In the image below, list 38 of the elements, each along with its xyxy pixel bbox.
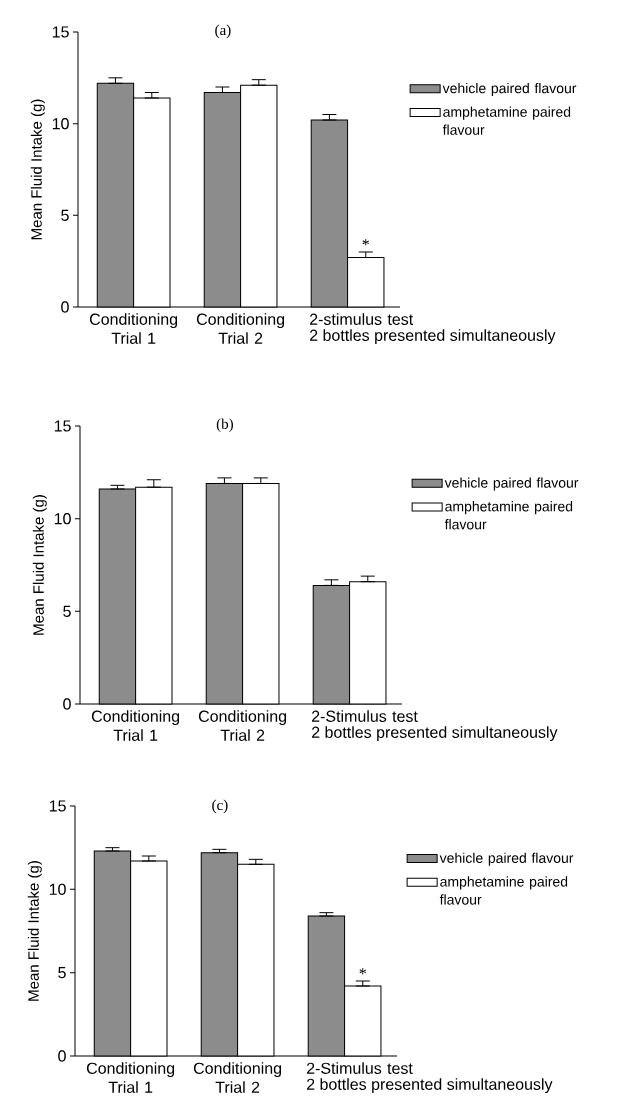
y-tick-label: 15 — [54, 420, 71, 432]
y-tick-label: 0 — [58, 1050, 66, 1062]
y-tick-label: 10 — [49, 883, 66, 895]
x-tick-label: Conditioning Trial 1 — [89, 313, 178, 344]
y-tick-label: 5 — [58, 967, 66, 979]
x-axis-title: 2 bottles presented simultaneously — [312, 726, 558, 742]
x-tick-label: 2-Stimulus test — [311, 710, 418, 722]
y-axis-title: Mean Fluid Intake (g) — [30, 99, 45, 240]
legend-label: amphetamine paired flavour — [439, 876, 568, 905]
y-axis-title: Mean Fluid Intake (g) — [32, 495, 47, 635]
y-tick-label: 5 — [61, 209, 69, 221]
chart-title: (a) — [215, 24, 231, 39]
annotation: * — [359, 968, 366, 975]
y-tick-label: 10 — [52, 118, 69, 130]
y-tick-label: 0 — [63, 698, 71, 710]
legend-label: vehicle paired flavour — [444, 477, 579, 491]
x-axis-title: 2 bottles presented simultaneously — [307, 1078, 553, 1094]
legend-label: amphetamine paired flavour — [442, 106, 571, 135]
y-tick-label: 15 — [49, 800, 66, 812]
x-axis-title: 2 bottles presented simultaneously — [310, 329, 556, 345]
y-axis-title: Mean Fluid Intake (g) — [27, 861, 42, 1001]
x-tick-label: Conditioning Trial 2 — [196, 313, 285, 344]
chart-title: (b) — [216, 418, 233, 433]
x-tick-label: Conditioning Trial 2 — [198, 710, 287, 741]
y-tick-label: 10 — [54, 513, 71, 525]
legend-label: vehicle paired flavour — [442, 82, 577, 96]
legend-label: amphetamine paired flavour — [444, 501, 573, 530]
x-tick-label: Conditioning Trial 2 — [193, 1062, 282, 1093]
x-tick-label: 2-stimulus test — [309, 313, 414, 325]
annotation: * — [362, 239, 369, 246]
chart-title: (c) — [212, 799, 228, 814]
x-tick-label: Conditioning Trial 1 — [91, 710, 180, 741]
x-tick-label: Conditioning Trial 1 — [86, 1062, 175, 1093]
legend-label: vehicle paired flavour — [439, 852, 574, 866]
y-tick-label: 15 — [52, 26, 69, 38]
x-tick-label: 2-Stimulus test — [306, 1062, 413, 1074]
y-tick-label: 0 — [61, 301, 69, 313]
y-tick-label: 5 — [63, 605, 71, 617]
